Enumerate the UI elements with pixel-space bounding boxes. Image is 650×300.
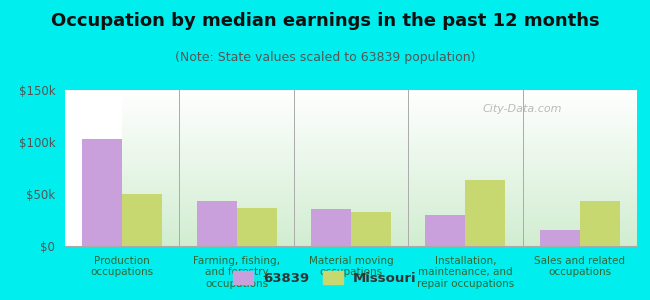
Bar (311, 208, 351, 246)
Text: Occupation by median earnings in the past 12 months: Occupation by median earnings in the pas… (51, 12, 599, 30)
Bar (196, 201, 237, 246)
Bar (540, 230, 580, 246)
Bar (580, 201, 620, 246)
Bar (351, 212, 391, 246)
Bar (122, 194, 162, 246)
Text: City-Data.com: City-Data.com (483, 104, 562, 114)
Bar (425, 215, 465, 246)
Bar (237, 208, 277, 246)
Bar (465, 181, 506, 246)
Bar (82, 139, 122, 246)
Text: (Note: State values scaled to 63839 population): (Note: State values scaled to 63839 popu… (175, 51, 475, 64)
Legend: 63839, Missouri: 63839, Missouri (228, 266, 422, 290)
